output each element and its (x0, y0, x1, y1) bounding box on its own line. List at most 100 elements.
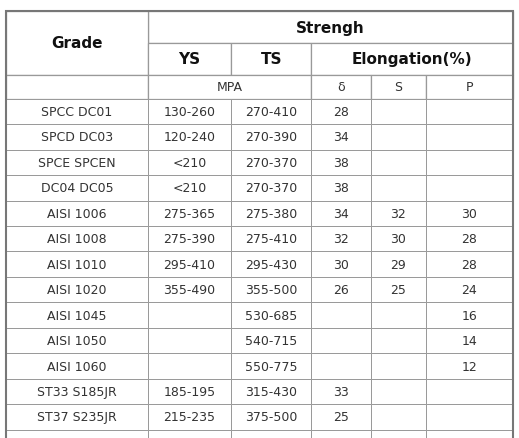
Bar (148, 277, 231, 303)
Bar (311, 328, 371, 353)
Text: 355-500: 355-500 (245, 283, 297, 297)
Bar (148, 125, 231, 150)
Text: TS: TS (261, 52, 282, 67)
Bar (231, 125, 311, 150)
Bar (6, 430, 148, 438)
Bar (371, 404, 426, 430)
Bar (231, 252, 311, 277)
Text: 34: 34 (333, 131, 349, 144)
Bar (426, 176, 513, 201)
Bar (371, 99, 426, 125)
Bar (311, 430, 371, 438)
Text: 275-390: 275-390 (163, 233, 215, 246)
Text: Strengh: Strengh (296, 21, 365, 35)
Text: AISI 1060: AISI 1060 (47, 360, 107, 373)
Bar (371, 226, 426, 252)
Bar (426, 201, 513, 226)
Text: 215-235: 215-235 (163, 410, 215, 424)
Bar (311, 150, 371, 176)
Bar (6, 75, 148, 99)
Bar (311, 379, 371, 404)
Text: AISI 1050: AISI 1050 (47, 334, 107, 347)
Text: 270-370: 270-370 (245, 156, 297, 170)
Bar (426, 226, 513, 252)
Bar (148, 12, 513, 44)
Text: 130-260: 130-260 (163, 106, 215, 119)
Bar (231, 150, 311, 176)
Bar (231, 379, 311, 404)
Text: Elongation(%): Elongation(%) (352, 52, 472, 67)
Bar (311, 353, 371, 379)
Bar (426, 252, 513, 277)
Bar (6, 303, 148, 328)
Text: 28: 28 (461, 233, 477, 246)
Text: ST37 S235JR: ST37 S235JR (37, 410, 117, 424)
Bar (426, 277, 513, 303)
Text: 16: 16 (461, 309, 477, 322)
Bar (6, 379, 148, 404)
Text: YS: YS (179, 52, 200, 67)
Text: AISI 1006: AISI 1006 (47, 207, 107, 220)
Bar (371, 328, 426, 353)
Bar (231, 277, 311, 303)
Bar (311, 404, 371, 430)
Bar (6, 226, 148, 252)
Bar (148, 201, 231, 226)
Text: 24: 24 (461, 283, 477, 297)
Bar (426, 353, 513, 379)
Text: P: P (466, 81, 473, 94)
Text: 38: 38 (333, 156, 349, 170)
Text: 38: 38 (333, 182, 349, 195)
Text: SPCE SPCEN: SPCE SPCEN (38, 156, 116, 170)
Text: 295-410: 295-410 (163, 258, 215, 271)
Text: 275-325: 275-325 (163, 436, 215, 438)
Bar (426, 99, 513, 125)
Bar (148, 303, 231, 328)
Bar (231, 303, 311, 328)
Text: AISI 1020: AISI 1020 (47, 283, 107, 297)
Bar (426, 430, 513, 438)
Bar (311, 176, 371, 201)
Text: 28: 28 (333, 106, 349, 119)
Text: 270-410: 270-410 (245, 106, 297, 119)
Bar (148, 150, 231, 176)
Bar (6, 328, 148, 353)
Text: 355-490: 355-490 (163, 283, 215, 297)
Bar (6, 150, 148, 176)
Bar (426, 75, 513, 99)
Text: 315-430: 315-430 (245, 385, 297, 398)
Bar (148, 252, 231, 277)
Text: Grade: Grade (51, 36, 103, 51)
Bar (6, 12, 148, 75)
Bar (426, 150, 513, 176)
Bar (371, 303, 426, 328)
Text: 12: 12 (461, 360, 477, 373)
Text: S: S (394, 81, 402, 94)
Text: <210: <210 (172, 156, 207, 170)
Bar (231, 44, 311, 75)
Text: 275-410: 275-410 (245, 233, 297, 246)
Text: 185-195: 185-195 (163, 385, 215, 398)
Bar (6, 125, 148, 150)
Text: 28: 28 (461, 258, 477, 271)
Text: AISI 1045: AISI 1045 (47, 309, 107, 322)
Text: 14: 14 (461, 334, 477, 347)
Text: 18: 18 (333, 436, 349, 438)
Bar (6, 201, 148, 226)
Text: SPCC DC01: SPCC DC01 (42, 106, 113, 119)
Text: 375-500: 375-500 (245, 410, 297, 424)
Text: 25: 25 (333, 410, 349, 424)
Text: 34: 34 (333, 207, 349, 220)
Bar (148, 379, 231, 404)
Text: 32: 32 (390, 207, 406, 220)
Text: 295-430: 295-430 (245, 258, 297, 271)
Bar (371, 125, 426, 150)
Bar (311, 44, 513, 75)
Bar (148, 176, 231, 201)
Bar (371, 252, 426, 277)
Bar (311, 125, 371, 150)
Text: 270-390: 270-390 (245, 131, 297, 144)
Bar (231, 99, 311, 125)
Text: 26: 26 (333, 283, 349, 297)
Bar (371, 75, 426, 99)
